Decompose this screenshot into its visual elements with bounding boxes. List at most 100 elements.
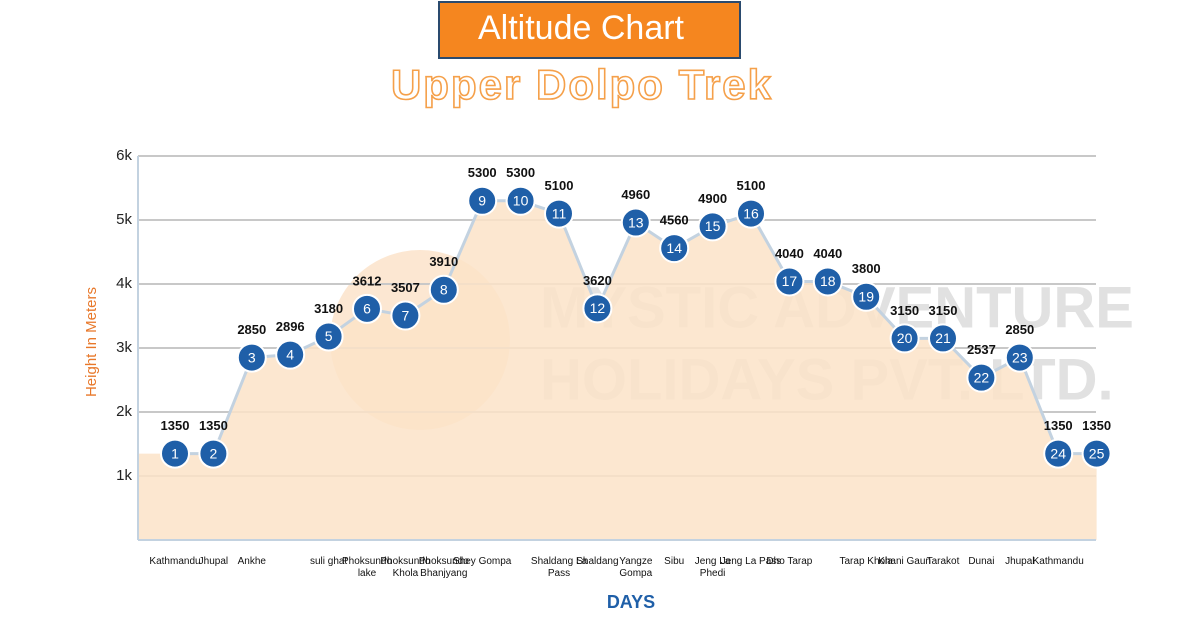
value-label: 3612 [353, 273, 382, 288]
x-tick-label: Jeng La Phedi [694, 556, 731, 579]
x-tick-label: Yangze Gompa [619, 556, 653, 579]
value-label: 2850 [1005, 322, 1034, 337]
day-label: 18 [820, 273, 836, 289]
y-axis-label: Height In Meters [83, 287, 100, 397]
value-label: 3150 [929, 303, 958, 318]
x-tick-label: Ankhe [237, 556, 266, 567]
point [275, 339, 306, 370]
x-tick-label: Phoksundo lake [341, 556, 393, 579]
day-label: 8 [440, 281, 448, 297]
value-label: 3910 [429, 254, 458, 269]
value-label: 1350 [1044, 418, 1073, 433]
point [774, 266, 805, 297]
point [352, 293, 382, 324]
day-label: 21 [935, 330, 951, 346]
value-label: 4040 [813, 246, 842, 261]
area [138, 200, 1097, 541]
value-label: 1350 [1082, 418, 1111, 433]
x-tick-label: Phoksundo Khola [380, 556, 431, 579]
y-tick-label: 6k [116, 147, 132, 164]
day-label: 25 [1089, 445, 1105, 461]
point [928, 323, 958, 354]
value-label: 4960 [621, 187, 650, 202]
x-tick-label: Dunai [968, 556, 995, 567]
x-tick-label: Phoksundo Bhanjyang [418, 556, 469, 579]
point [620, 207, 651, 238]
title-box [438, 1, 741, 59]
chart-title: Altitude Chart [478, 9, 685, 47]
value-label: 5300 [506, 165, 535, 180]
point [812, 266, 843, 297]
day-label: 6 [363, 301, 371, 317]
day-label: 22 [974, 369, 990, 385]
day-label: 13 [628, 214, 644, 230]
day-label: 23 [1012, 349, 1028, 365]
x-tick-label: Jeng La Pass [720, 556, 782, 567]
y-tick-label: 3k [116, 339, 132, 356]
value-label: 2896 [276, 319, 305, 334]
value-label: 5100 [737, 178, 766, 193]
value-label: 2850 [237, 322, 266, 337]
point [851, 281, 882, 312]
point [1004, 342, 1035, 373]
day-label: 4 [286, 346, 294, 362]
day-label: 11 [552, 205, 567, 221]
day-label: 10 [513, 193, 529, 209]
day-label: 17 [782, 273, 798, 289]
value-label: 2537 [967, 342, 996, 357]
value-label: 3620 [583, 273, 612, 288]
y-tick-label: 1k [116, 467, 132, 484]
y-tick-label: 4k [116, 275, 132, 292]
day-label: 16 [743, 205, 759, 221]
value-label: 4040 [775, 246, 804, 261]
point [428, 274, 459, 305]
point [313, 321, 344, 352]
x-tick-label: Jhupal [1005, 556, 1035, 567]
day-label: 9 [478, 193, 486, 209]
day-label: 19 [858, 289, 874, 305]
x-tick-label: Shaldang [576, 556, 619, 567]
x-tick-label: Shey Gompa [453, 556, 512, 567]
day-label: 1 [171, 445, 179, 461]
value-label: 1350 [161, 418, 190, 433]
x-tick-label: suli ghat [309, 556, 348, 567]
day-label: 12 [590, 300, 606, 316]
point [198, 438, 229, 469]
day-label: 2 [210, 445, 218, 461]
day-label: 14 [666, 240, 682, 256]
day-label: 24 [1050, 445, 1066, 461]
day-label: 7 [402, 307, 410, 323]
point [697, 211, 728, 242]
point [505, 185, 536, 216]
value-label: 4560 [660, 213, 689, 228]
value-label: 5100 [545, 178, 574, 193]
value-label: 1350 [199, 418, 228, 433]
x-tick-label: Dho Tarap [766, 556, 813, 567]
x-tick-label: Khani Gaun [878, 556, 931, 567]
value-label: 3507 [391, 280, 420, 295]
point [966, 362, 997, 393]
x-tick-label: Sibu [664, 556, 685, 567]
point [1081, 438, 1112, 469]
value-label: 4900 [698, 191, 727, 206]
point [889, 323, 920, 354]
point [236, 342, 267, 373]
value-label: 3800 [852, 261, 881, 276]
day-label: 3 [248, 349, 256, 365]
x-tick-label: Kathmandu [149, 556, 201, 567]
day-label: 15 [705, 218, 721, 234]
point [659, 233, 690, 264]
point [582, 293, 613, 324]
x-tick-label: Jhupal [198, 556, 229, 567]
x-tick-label: Shaldang La Pass [530, 556, 588, 579]
point [1043, 438, 1074, 469]
x-tick-label: Tarakot [926, 556, 960, 567]
value-label: 3150 [890, 303, 919, 318]
value-label: 3180 [314, 301, 343, 316]
value-label: 5300 [468, 165, 497, 180]
day-label: 20 [897, 330, 913, 346]
point [467, 185, 498, 216]
point [736, 198, 766, 229]
